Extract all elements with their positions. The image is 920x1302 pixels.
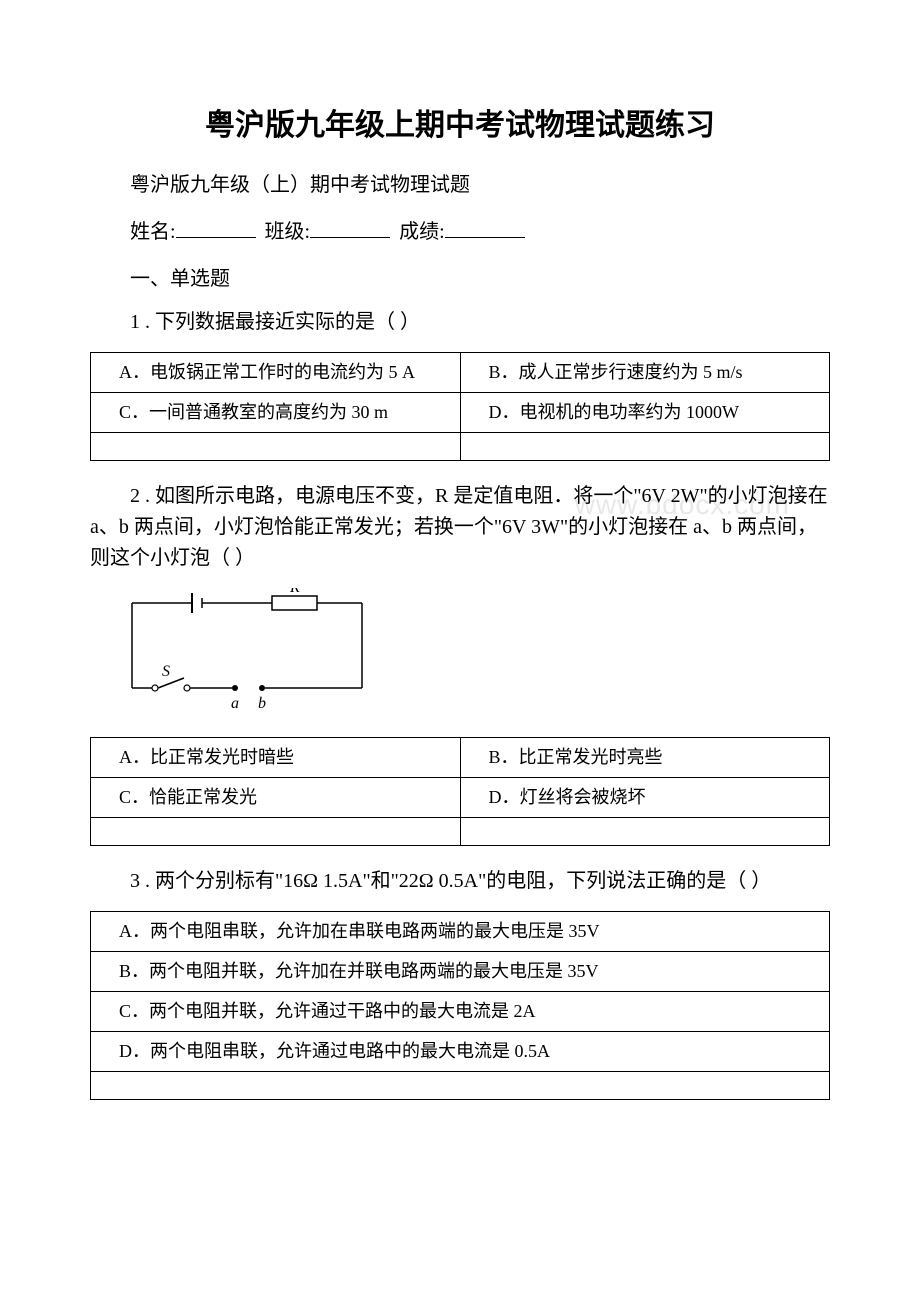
q2-option-b: B．比正常发光时亮些 — [460, 738, 830, 778]
table-row: C．恰能正常发光 D．灯丝将会被烧坏 — [91, 778, 830, 818]
section-header: 一、单选题 — [90, 262, 830, 291]
q1-stem: 1 . 下列数据最接近实际的是（ ） — [90, 307, 830, 338]
q1-option-c: C．一间普通教室的高度约为 30 m — [91, 393, 461, 433]
q2-circuit-diagram: R S a b — [122, 588, 830, 723]
table-row: B．两个电阻并联，允许加在并联电路两端的最大电压是 35V — [91, 952, 830, 992]
table-row: C．一间普通教室的高度约为 30 m D．电视机的电功率约为 1000W — [91, 393, 830, 433]
empty-cell — [91, 1072, 830, 1100]
q1-options-table: A．电饭锅正常工作时的电流约为 5 A B．成人正常步行速度约为 5 m/s C… — [90, 352, 830, 461]
page-title: 粤沪版九年级上期中考试物理试题练习 — [90, 100, 830, 144]
score-blank — [445, 237, 525, 238]
a-label: a — [231, 695, 239, 712]
q3-stem: 3 . 两个分别标有"16Ω 1.5A"和"22Ω 0.5A"的电阻，下列说法正… — [90, 866, 830, 897]
q1-option-d: D．电视机的电功率约为 1000W — [460, 393, 830, 433]
name-label: 姓名: — [130, 221, 176, 243]
q3-option-a: A．两个电阻串联，允许加在串联电路两端的最大电压是 35V — [91, 912, 830, 952]
q2-option-a: A．比正常发光时暗些 — [91, 738, 461, 778]
empty-cell — [460, 818, 830, 846]
empty-cell — [460, 433, 830, 461]
q3-option-b: B．两个电阻并联，允许加在并联电路两端的最大电压是 35V — [91, 952, 830, 992]
table-row — [91, 1072, 830, 1100]
q2-option-d: D．灯丝将会被烧坏 — [460, 778, 830, 818]
info-line: 姓名: 班级: 成绩: — [90, 215, 830, 244]
score-label: 成绩: — [399, 221, 445, 243]
empty-cell — [91, 433, 461, 461]
table-row: D．两个电阻串联，允许通过电路中的最大电流是 0.5A — [91, 1032, 830, 1072]
r-label: R — [289, 588, 300, 596]
table-row: A．两个电阻串联，允许加在串联电路两端的最大电压是 35V — [91, 912, 830, 952]
q1-option-b: B．成人正常步行速度约为 5 m/s — [460, 353, 830, 393]
table-row: A．电饭锅正常工作时的电流约为 5 A B．成人正常步行速度约为 5 m/s — [91, 353, 830, 393]
empty-cell — [91, 818, 461, 846]
q3-option-c: C．两个电阻并联，允许通过干路中的最大电流是 2A — [91, 992, 830, 1032]
class-label: 班级: — [265, 221, 311, 243]
q2-stem: 2 . 如图所示电路，电源电压不变，R 是定值电阻．将一个"6V 2W"的小灯泡… — [90, 481, 830, 574]
q3-options-table: A．两个电阻串联，允许加在串联电路两端的最大电压是 35V B．两个电阻并联，允… — [90, 911, 830, 1100]
name-blank — [176, 237, 256, 238]
s-label: S — [162, 663, 170, 680]
subtitle: 粤沪版九年级（上）期中考试物理试题 — [90, 168, 830, 197]
table-row: A．比正常发光时暗些 B．比正常发光时亮些 — [91, 738, 830, 778]
table-row — [91, 818, 830, 846]
class-blank — [310, 237, 390, 238]
q2-options-table: A．比正常发光时暗些 B．比正常发光时亮些 C．恰能正常发光 D．灯丝将会被烧坏 — [90, 737, 830, 846]
table-row — [91, 433, 830, 461]
table-row: C．两个电阻并联，允许通过干路中的最大电流是 2A — [91, 992, 830, 1032]
q2-option-c: C．恰能正常发光 — [91, 778, 461, 818]
q3-option-d: D．两个电阻串联，允许通过电路中的最大电流是 0.5A — [91, 1032, 830, 1072]
q1-option-a: A．电饭锅正常工作时的电流约为 5 A — [91, 353, 461, 393]
b-label: b — [258, 695, 266, 712]
